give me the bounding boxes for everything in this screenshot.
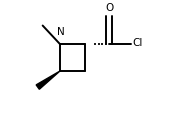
Text: N: N bbox=[57, 27, 65, 37]
Polygon shape bbox=[36, 71, 60, 89]
Text: O: O bbox=[105, 3, 113, 13]
Text: Cl: Cl bbox=[132, 38, 142, 48]
